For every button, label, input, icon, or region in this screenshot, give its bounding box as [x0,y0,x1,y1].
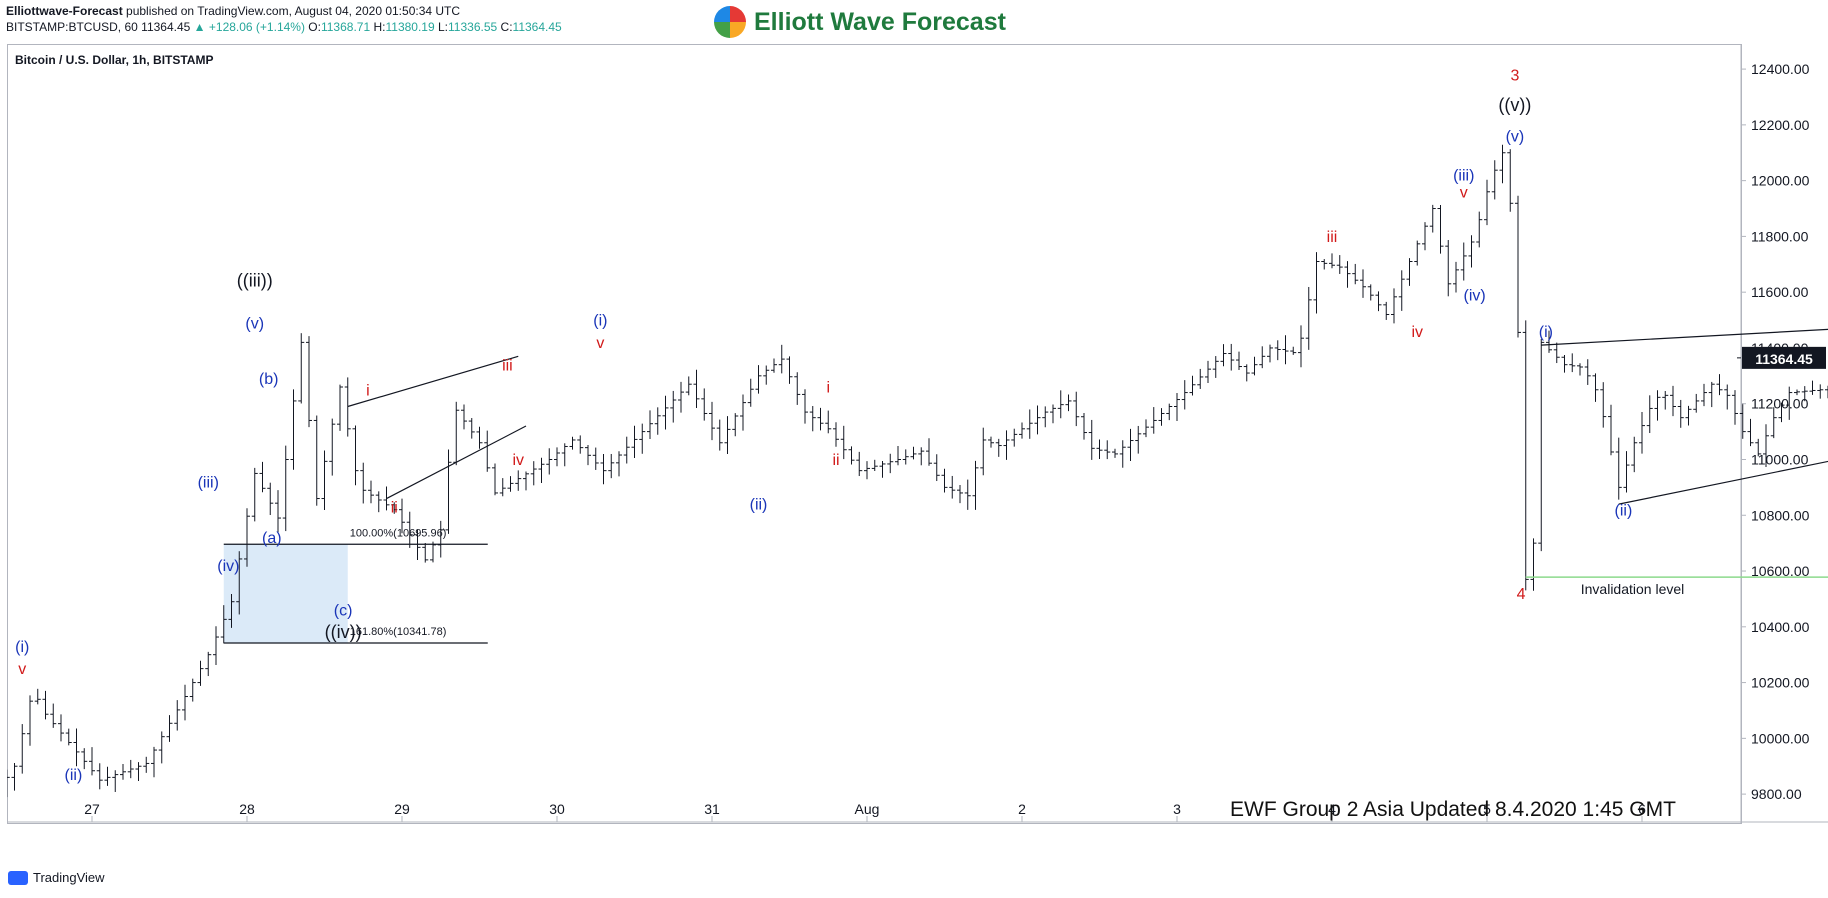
ewf-logo-icon [714,6,746,38]
wave-label: (ii) [65,767,83,784]
wave-label: i [826,380,830,397]
x-tick-label: 4 [1328,801,1336,817]
ewf-logo-text: Elliott Wave Forecast [754,7,1006,36]
y-tick-label: 11600.00 [1751,284,1809,300]
high-value: 11380.19 [385,20,435,34]
invalidation-label: Invalidation level [1581,581,1685,597]
x-tick-label: 28 [239,801,255,817]
x-tick-label: 30 [549,801,565,817]
wave-label: (b) [259,371,279,388]
low-label: L: [438,20,449,34]
fib-100-label: 100.00%(10695.96) [350,527,447,539]
wave-label: (iii) [198,474,219,491]
tradingview-brand[interactable]: TradingView [8,870,105,885]
x-tick-label: 27 [84,801,100,817]
wave-label: (iii) [1453,168,1474,185]
x-tick-label: Aug [855,801,880,817]
wave-label: ii [832,452,839,469]
high-label: H: [373,20,386,34]
wave-label: 4 [1517,586,1526,603]
ohlc-line: BITSTAMP:BTCUSD, 60 11364.45 ▲ +128.06 (… [6,20,562,34]
wave-label: v [1460,184,1468,201]
chart-title: Bitcoin / U.S. Dollar, 1h, BITSTAMP [15,53,213,67]
wave-label: ii [391,499,398,516]
tradingview-icon [8,870,28,885]
y-tick-label: 12000.00 [1751,173,1810,189]
wave-label: ((iv)) [325,622,362,642]
x-tick-label: 29 [394,801,410,817]
y-tick-label: 12400.00 [1751,61,1810,77]
y-tick-label: 11200.00 [1751,396,1809,412]
wave-label: iii [1327,229,1338,246]
wave-label: v [596,335,604,352]
wave-label: (c) [334,603,353,620]
ewf-logo: Elliott Wave Forecast [714,4,1006,40]
published-text: published on TradingView.com, August 04,… [122,4,461,18]
wave-label: iv [1411,324,1423,341]
wave-label: (v) [245,315,264,332]
close-value: 11364.45 [512,20,562,34]
wave-label: (iv) [217,558,239,575]
wave-label: ((iii)) [237,271,273,291]
chart-header: Elliottwave-Forecast published on Tradin… [6,4,562,34]
trendline [386,425,527,500]
symbol-interval: BITSTAMP:BTCUSD, 60 [6,20,138,34]
current-price-text: 11364.45 [1755,351,1813,367]
wave-label: i [366,382,370,399]
wave-label: (i) [15,639,29,656]
wave-label: (i) [593,313,607,330]
current-price-badge [1742,346,1826,369]
trendline [347,355,519,408]
fib-extension-box [223,544,348,643]
tradingview-label: TradingView [33,870,105,885]
wave-label: iii [502,357,513,374]
low-value: 11336.55 [448,20,498,34]
last-price: 11364.45 [141,20,191,34]
x-tick-label: 6 [1638,801,1646,817]
y-tick-label: 11000.00 [1751,451,1809,467]
wave-label: iv [512,452,524,469]
wave-label: v [18,661,26,678]
update-note: EWF Group 2 Asia Updated 8.4.2020 1:45 G… [1230,798,1676,821]
wave-label: (iv) [1463,288,1485,305]
price-chart[interactable]: Bitcoin / U.S. Dollar, 1h, BITSTAMP 100.… [7,44,1828,824]
x-tick-label: 5 [1483,801,1491,817]
y-tick-label: 9800.00 [1751,786,1802,802]
open-value: 11368.71 [320,20,371,34]
open-label: O: [308,20,321,34]
wave-label: (a) [262,530,282,547]
wave-label: (v) [1506,129,1525,146]
y-tick-label: 12200.00 [1751,117,1810,133]
wave-label: (i) [1539,324,1553,341]
wave-label: (ii) [750,497,768,514]
x-tick-label: 2 [1018,801,1026,817]
wave-label: 3 [1510,67,1519,84]
trendline [1618,460,1828,505]
publisher-name: Elliottwave-Forecast [6,4,123,18]
fib-161-label: 161.80%(10341.78) [350,626,447,638]
x-tick-label: 31 [704,801,720,817]
trendline [1541,328,1828,346]
y-tick-label: 11800.00 [1751,228,1809,244]
x-tick-label: 3 [1173,801,1181,817]
y-tick-label: 10600.00 [1751,563,1810,579]
wave-label: (ii) [1615,502,1633,519]
y-tick-label: 10800.00 [1751,507,1810,523]
y-tick-label: 10400.00 [1751,619,1810,635]
close-label: C: [500,20,513,34]
publisher-line: Elliottwave-Forecast published on Tradin… [6,4,562,18]
y-tick-label: 10200.00 [1751,675,1810,691]
wave-label: ((v)) [1498,95,1531,115]
price-change: ▲ +128.06 (+1.14%) [193,20,305,34]
y-tick-label: 10000.00 [1751,730,1810,746]
